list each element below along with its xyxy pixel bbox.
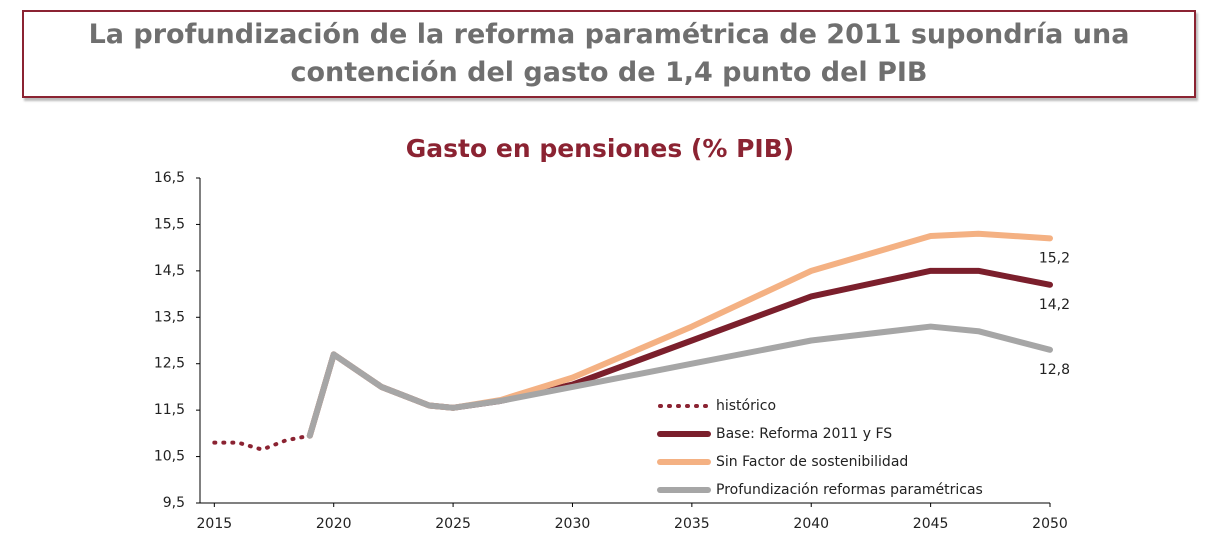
series-line (212, 433, 312, 452)
legend-label: Base: Reforma 2011 y FS (716, 426, 892, 442)
y-tick-label: 14,5 (154, 263, 185, 279)
data-label: 15,2 (1039, 250, 1070, 266)
series-line (306, 323, 1053, 439)
x-tick-label: 2015 (197, 516, 233, 532)
data-label: 14,2 (1039, 297, 1070, 313)
x-tick-label: 2050 (1032, 516, 1068, 532)
y-tick-label: 13,5 (154, 309, 185, 325)
y-tick-label: 11,5 (154, 402, 185, 418)
header-title: La profundización de la reforma paramétr… (22, 10, 1196, 98)
x-tick-label: 2040 (793, 516, 829, 532)
legend-label: Profundización reformas paramétricas (716, 482, 983, 498)
x-tick-label: 2025 (435, 516, 471, 532)
series-line (306, 267, 1053, 439)
y-tick-label: 12,5 (154, 356, 185, 372)
legend-label: histórico (716, 398, 776, 414)
x-tick-label: 2035 (674, 516, 710, 532)
x-tick-label: 2030 (555, 516, 591, 532)
data-label: 12,8 (1039, 362, 1070, 378)
x-tick-label: 2020 (316, 516, 352, 532)
x-tick-label: 2045 (913, 516, 949, 532)
y-tick-label: 16,5 (154, 170, 185, 186)
y-tick-label: 9,5 (163, 495, 185, 511)
y-tick-label: 15,5 (154, 216, 185, 232)
legend-label: Sin Factor de sostenibilidad (716, 454, 908, 470)
chart-title: Gasto en pensiones (% PIB) (406, 134, 794, 163)
y-tick-label: 10,5 (154, 449, 185, 465)
